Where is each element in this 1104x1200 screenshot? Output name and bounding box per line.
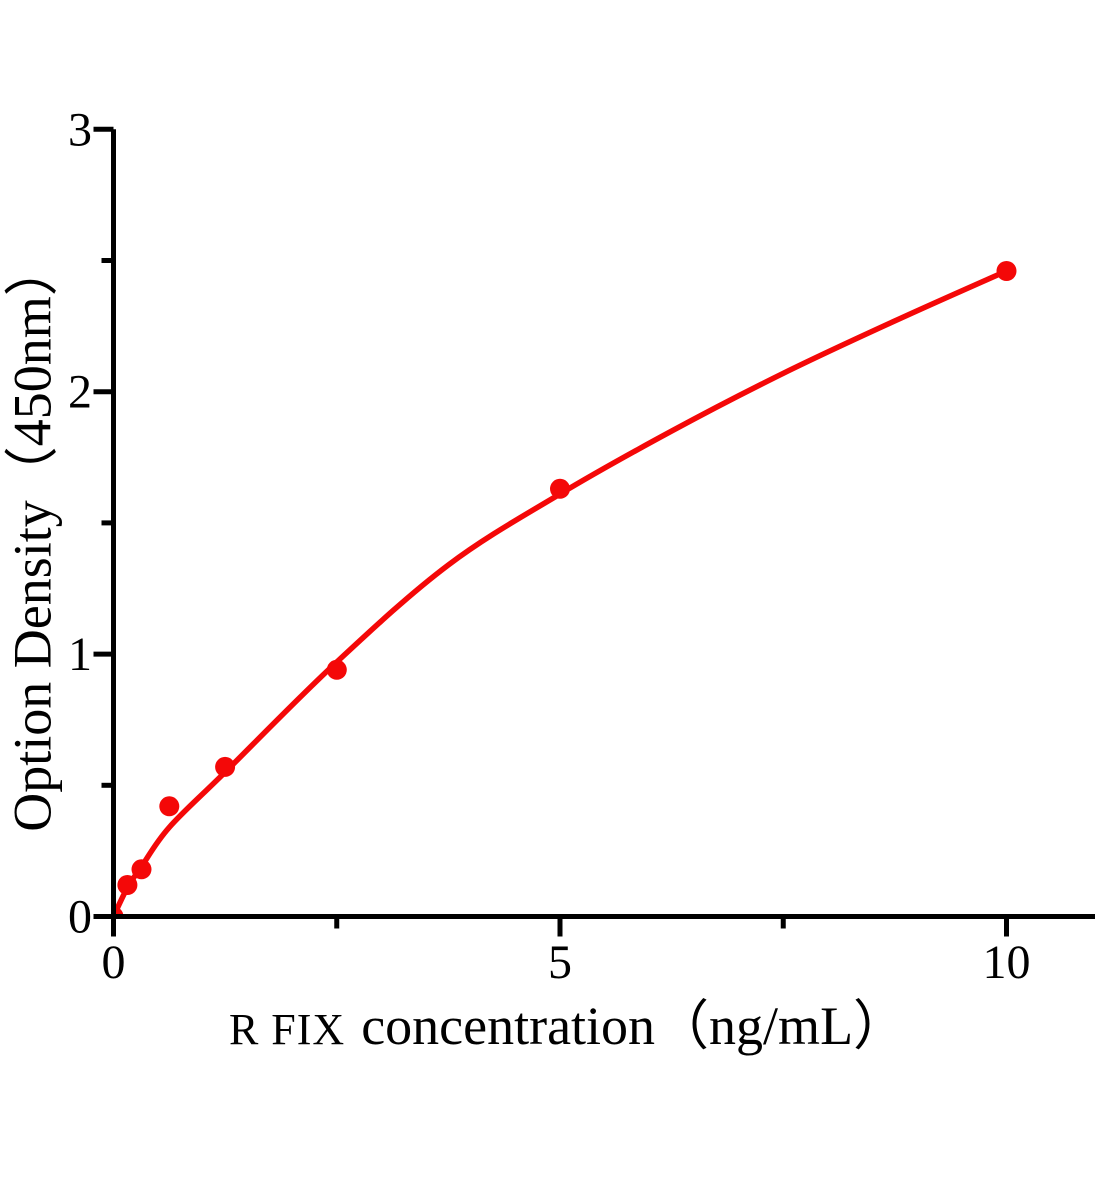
- x-axis-title: R FIX concentration（ng/mL）: [229, 995, 907, 1057]
- y-tick-label: 1: [68, 628, 92, 681]
- series-group: [113, 261, 1017, 917]
- y-tick-label: 0: [68, 891, 92, 944]
- tick-labels-group: 0 5 10 0 1 2 3: [68, 103, 1031, 989]
- x-tick-label: 10: [983, 936, 1031, 989]
- data-point: [131, 859, 152, 880]
- fit-curve: [113, 268, 1010, 917]
- data-point: [326, 659, 347, 680]
- x-axis-title-prefix: R FIX: [228, 1005, 346, 1054]
- y-tick-label: 2: [68, 366, 92, 419]
- y-tick-label: 3: [68, 103, 92, 156]
- axes-group: [96, 129, 1095, 932]
- data-point: [159, 796, 180, 817]
- x-axis-title-rest: concentration（ng/mL）: [361, 996, 908, 1056]
- data-point: [117, 875, 138, 895]
- ticks-group: [93, 126, 1009, 937]
- data-point: [550, 478, 570, 499]
- data-point: [215, 756, 236, 777]
- y-axis-title: Option Density（450nm）: [2, 242, 63, 832]
- data-point: [996, 261, 1017, 281]
- y-axis-title-text: Option Density（450nm）: [2, 242, 63, 832]
- x-tick-label: 5: [548, 936, 572, 989]
- x-tick-label: 0: [102, 936, 126, 989]
